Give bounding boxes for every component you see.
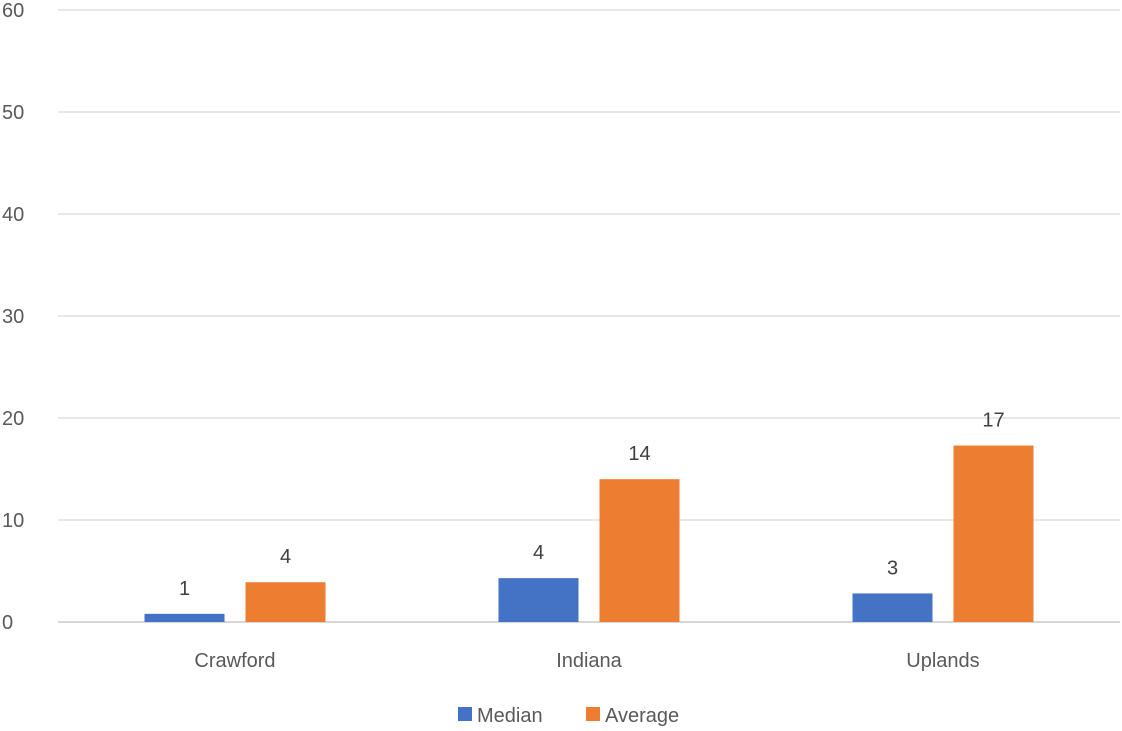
gridlines — [58, 9, 1120, 623]
bar-median-uplands — [852, 593, 933, 622]
y-tick-label-0: 0 — [2, 612, 13, 634]
x-axis-category-labels: Crawford Indiana Uplands — [194, 650, 979, 672]
y-axis-tick-labels: 0 10 20 30 40 50 60 — [2, 0, 24, 634]
y-tick-label-30: 30 — [2, 306, 24, 328]
bar-median-indiana — [498, 578, 579, 622]
data-label-average-uplands: 17 — [982, 410, 1004, 432]
legend-swatch-average — [586, 707, 600, 721]
y-tick-label-20: 20 — [2, 408, 24, 430]
y-tick-label-10: 10 — [2, 510, 24, 532]
data-label-average-crawford: 4 — [280, 546, 291, 568]
legend-swatch-median — [458, 707, 472, 721]
data-label-median-indiana: 4 — [533, 542, 544, 564]
x-category-label-crawford: Crawford — [194, 650, 275, 672]
legend-label-median: Median — [477, 705, 543, 727]
data-label-average-indiana: 14 — [628, 443, 650, 465]
x-category-label-indiana: Indiana — [556, 650, 622, 672]
legend: Median Average — [458, 705, 679, 727]
legend-label-average: Average — [605, 705, 679, 727]
y-tick-label-50: 50 — [2, 102, 24, 124]
data-label-median-crawford: 1 — [179, 578, 190, 600]
bar-average-crawford — [245, 582, 326, 622]
bars — [144, 445, 1034, 622]
bar-average-indiana — [599, 479, 680, 622]
data-label-median-uplands: 3 — [887, 557, 898, 579]
y-tick-label-40: 40 — [2, 204, 24, 226]
bar-average-uplands — [953, 445, 1034, 622]
y-tick-label-60: 60 — [2, 0, 24, 22]
x-category-label-uplands: Uplands — [906, 650, 979, 672]
bar-median-crawford — [144, 613, 225, 622]
